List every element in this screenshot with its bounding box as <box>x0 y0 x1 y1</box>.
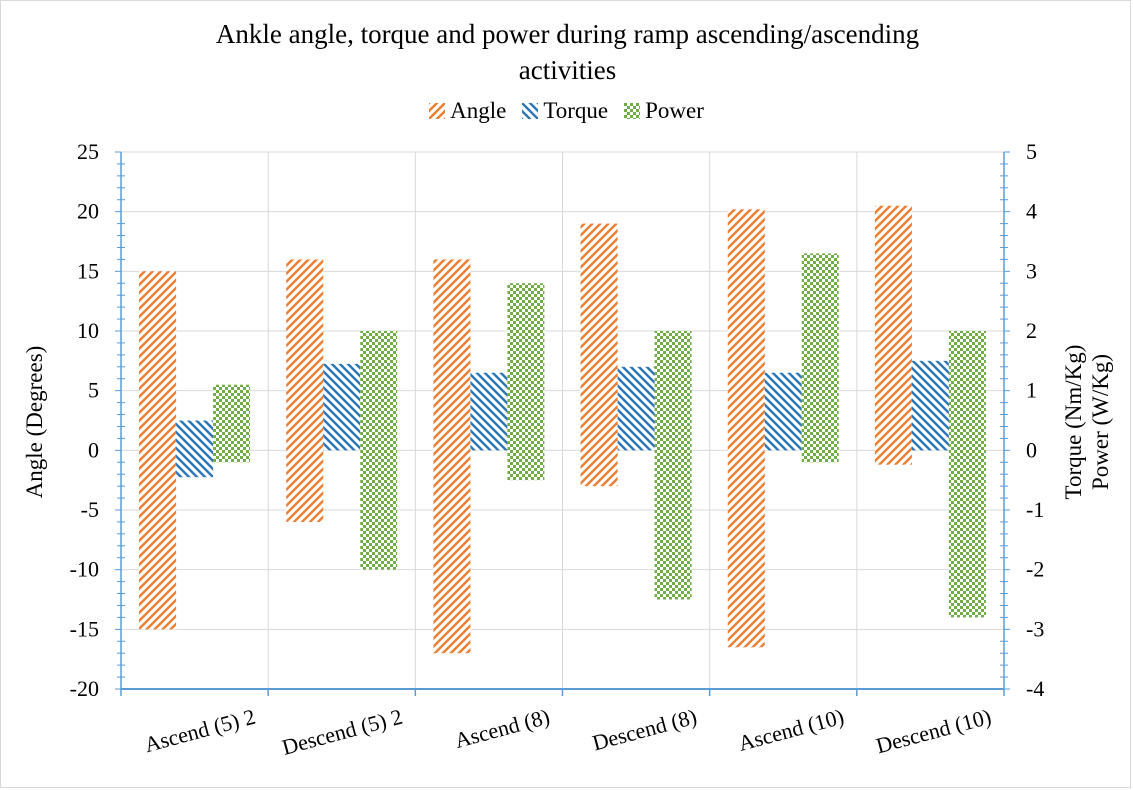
y-axis-right-title-line-2: Power (W/Kg) <box>1088 354 1113 490</box>
bar-angle-3 <box>580 223 618 487</box>
legend-item-torque: Torque <box>522 98 608 124</box>
y-right-tick-label: 4 <box>1026 199 1037 224</box>
x-tick-label: Ascend (8) <box>452 704 552 753</box>
legend-label-power: Power <box>645 98 704 123</box>
y-right-tick-label: 3 <box>1026 258 1037 283</box>
y-left-tick-label: 10 <box>77 318 99 343</box>
y-right-tick-label: -2 <box>1026 557 1044 582</box>
y-left-tick-label: 0 <box>88 437 99 462</box>
bar-power-4 <box>801 253 839 463</box>
legend-swatch-power <box>624 103 641 119</box>
y-left-tick-label: 15 <box>77 258 99 283</box>
chart-title-line-1: Ankle angle, torque and power during ram… <box>215 19 920 49</box>
chart-legend: Angle Torque Power <box>0 98 1133 124</box>
bar-torque-2 <box>470 372 508 451</box>
legend-swatch-angle <box>429 103 446 119</box>
y-right-tick-label: -1 <box>1026 497 1044 522</box>
bar-power-3 <box>654 331 692 600</box>
x-tick-label: Descend (8) <box>590 704 700 756</box>
y-left-tick-label: 5 <box>88 378 99 403</box>
y-axis-left-title: Angle (Degrees) <box>22 346 47 499</box>
y-left-tick-label: -20 <box>70 676 99 701</box>
bar-torque-3 <box>617 366 655 451</box>
y-right-tick-label: 2 <box>1026 318 1037 343</box>
chart-title: Ankle angle, torque and power during ram… <box>100 16 1035 88</box>
bar-angle-5 <box>874 205 912 465</box>
x-tick-label: Ascend (5) 2 <box>142 704 258 758</box>
legend-label-torque: Torque <box>543 98 609 123</box>
bar-power-5 <box>948 331 986 618</box>
bar-angle-2 <box>433 259 471 654</box>
bar-power-0 <box>213 384 251 463</box>
bar-angle-0 <box>139 271 177 630</box>
bar-power-2 <box>507 283 545 481</box>
y-left-tick-label: -15 <box>70 616 99 641</box>
bar-angle-1 <box>286 259 324 522</box>
bars <box>139 205 986 654</box>
y-axis-right-title-line-1: Torque (Nm/Kg) <box>1061 345 1086 500</box>
legend-swatch-torque <box>522 103 539 119</box>
chart-title-line-2: activities <box>518 55 617 85</box>
y-right-tick-label: 1 <box>1026 378 1037 403</box>
y-left-tick-label: 20 <box>77 199 99 224</box>
axes <box>115 151 1010 696</box>
bar-power-1 <box>360 331 398 570</box>
bar-torque-1 <box>323 363 361 451</box>
legend-item-angle: Angle <box>429 98 506 124</box>
y-right-tick-label: 5 <box>1026 139 1037 164</box>
bar-torque-5 <box>911 360 949 451</box>
y-right-tick-label: -4 <box>1026 676 1044 701</box>
gridlines <box>121 151 1004 690</box>
bar-angle-4 <box>727 209 765 648</box>
bar-torque-4 <box>764 372 802 451</box>
bar-torque-0 <box>176 420 214 478</box>
legend-label-angle: Angle <box>450 98 507 123</box>
y-left-tick-label: -10 <box>70 557 99 582</box>
x-tick-label: Descend (10) <box>873 704 993 759</box>
y-right-tick-label: 0 <box>1026 437 1037 462</box>
y-left-tick-label: -5 <box>81 497 99 522</box>
x-tick-label: Descend (5) 2 <box>279 704 405 760</box>
legend-item-power: Power <box>624 98 704 124</box>
y-left-tick-label: 25 <box>77 139 99 164</box>
y-right-tick-label: -3 <box>1026 616 1044 641</box>
x-tick-label: Ascend (10) <box>736 704 847 756</box>
